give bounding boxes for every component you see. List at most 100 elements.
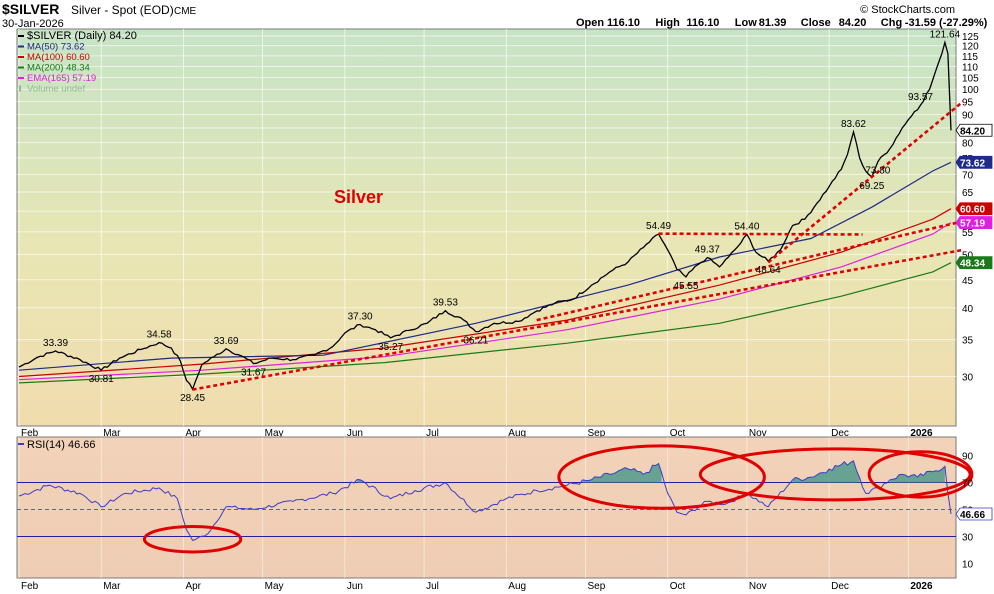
price-label-0: 33.39 — [43, 338, 68, 349]
price-grid — [17, 29, 956, 426]
rsi-x-tick-9: Nov — [749, 581, 767, 592]
ohlc-readout: Open 116.10 High 116.10 Low 81.39 Close 84.20 Ch… — [576, 17, 988, 29]
trendlines — [192, 100, 964, 391]
price-x-axis: Feb Mar Apr May Jun Jul Aug Sep Oct Nov Dec 2026 — [21, 428, 933, 439]
price-x-tick-6: Aug — [508, 428, 526, 439]
price-y-tick-2: 40 — [962, 304, 974, 315]
price-line — [18, 40, 952, 391]
rsi-legend-text: RSI(14) 46.66 — [27, 439, 95, 451]
price-point-labels: 33.39 30.81 34.58 28.45 33.69 31.67 37.30 35.27… — [43, 30, 961, 405]
ema165-line — [18, 222, 952, 381]
ohlc-label-1: High — [655, 17, 680, 29]
price-label-1: 30.81 — [89, 374, 114, 385]
ma50-tag-box — [955, 155, 993, 169]
rsi-overbought-area — [792, 460, 860, 483]
price-label-12: 45.55 — [673, 281, 698, 292]
trendline-1 — [536, 220, 964, 322]
ma50-line — [18, 161, 952, 371]
rsi-legend: RSI(14) 46.66 — [18, 439, 95, 451]
rsi-x-axis: Feb Mar Apr May Jun Jul Aug Sep Oct Nov Dec 2026 — [21, 581, 933, 592]
rsi-tag-box — [955, 507, 993, 521]
price-label-15: 83.62 — [841, 119, 866, 130]
price-label-3: 28.45 — [180, 393, 205, 404]
ma100-line — [18, 208, 952, 378]
ma200-tag-box — [955, 256, 993, 270]
price-y-tick-0: 30 — [962, 372, 974, 383]
price-label-14: 48.64 — [756, 265, 781, 276]
price-tag-text: 84.20 — [960, 126, 985, 137]
ohlc-value-2: 81.39 — [759, 17, 787, 29]
rsi-x-tick-0: Feb — [21, 581, 39, 592]
price-y-tick-18: 120 — [962, 42, 979, 53]
rsi-y-tick-0: 10 — [962, 560, 974, 571]
ohlc-label-3: Close — [801, 17, 831, 29]
rsi-x-tick-11: 2026 — [910, 581, 933, 592]
rsi-y-tick-4: 90 — [962, 452, 974, 463]
ohlc-label-0: Open — [576, 17, 604, 29]
volume-legend-icon — [19, 85, 21, 92]
rsi-x-tick-1: Mar — [103, 581, 121, 592]
symbol-description: Silver - Spot (EOD) — [71, 3, 174, 17]
price-y-tick-7: 65 — [962, 188, 974, 199]
rsi-y-tick-1: 30 — [962, 533, 974, 544]
rsi-x-tick-5: Jul — [426, 581, 439, 592]
ema165-tag-text: 57.19 — [960, 219, 985, 230]
price-y-tick-12: 90 — [962, 110, 974, 121]
trendline-3 — [658, 232, 863, 236]
price-x-tick-9: Nov — [749, 428, 767, 439]
ohlc-value-1: 116.10 — [686, 17, 719, 29]
price-y-tick-19: 125 — [962, 32, 979, 43]
rsi-x-tick-7: Sep — [587, 581, 605, 592]
rsi-highlight-rings — [142, 444, 974, 554]
price-label-10: 54.49 — [646, 221, 671, 232]
price-y-tick-14: 100 — [962, 85, 979, 96]
rsi-ring-3 — [142, 524, 243, 554]
rsi-line — [18, 460, 952, 542]
ohlc-label-4: Chg — [881, 17, 902, 29]
volume-legend-text: Volume undef — [27, 84, 85, 95]
price-x-tick-1: Mar — [103, 428, 121, 439]
symbol: $SILVER — [2, 1, 59, 17]
trendline-0 — [192, 248, 964, 391]
price-legend-text: $SILVER (Daily) 84.20 — [27, 30, 137, 42]
price-x-tick-2: Apr — [185, 428, 201, 439]
ohlc-value-4: -31.59 (-27.29%) — [905, 17, 988, 29]
ma100-legend-text: MA(100) 60.60 — [27, 52, 90, 63]
ma50-legend-text: MA(50) 73.62 — [27, 42, 85, 53]
price-label-2: 34.58 — [147, 330, 172, 341]
rsi-y-tick-3: 70 — [962, 479, 974, 490]
rsi-tag-text: 46.66 — [960, 510, 985, 521]
credit: © StockCharts.com — [860, 4, 955, 16]
trendline-2 — [767, 100, 964, 264]
silver-annotation: Silver — [334, 187, 383, 207]
price-y-tick-17: 115 — [962, 52, 978, 63]
price-panel — [16, 28, 957, 427]
rsi-axis-tag: 46.66 — [955, 507, 993, 521]
rsi-overbought-area — [890, 466, 945, 483]
rsi-x-tick-2: Apr — [185, 581, 201, 592]
chart-date: 30-Jan-2026 — [2, 18, 64, 30]
price-label-17: 69.25 — [859, 181, 884, 192]
price-y-tick-16: 110 — [962, 63, 978, 74]
rsi-overbought-area — [357, 479, 364, 483]
rsi-ring-2 — [867, 450, 974, 499]
price-label-9: 36.21 — [463, 336, 488, 347]
rsi-overbought-fill — [357, 460, 945, 483]
ma200-tag-text: 48.34 — [960, 259, 985, 270]
ema165-tag-box — [955, 216, 993, 229]
ohlc-value-3: 84.20 — [839, 17, 867, 29]
price-y-tick-4: 50 — [962, 251, 974, 262]
price-label-7: 35.27 — [378, 342, 403, 353]
ma100-tag-text: 60.60 — [960, 205, 985, 216]
price-label-16: 73.80 — [865, 166, 890, 177]
rsi-overbought-area — [582, 463, 662, 483]
ohlc-label-2: Low — [735, 17, 757, 29]
price-tag-box — [955, 123, 993, 137]
price-label-11: 49.37 — [695, 245, 720, 256]
price-y-tick-10: 80 — [962, 138, 974, 149]
rsi-x-tick-8: Oct — [670, 581, 686, 592]
price-axis-tags: 84.20 73.62 60.60 57.19 48.34 — [955, 123, 993, 270]
price-x-tick-10: Dec — [831, 428, 849, 439]
price-x-tick-4: Jun — [347, 428, 363, 439]
